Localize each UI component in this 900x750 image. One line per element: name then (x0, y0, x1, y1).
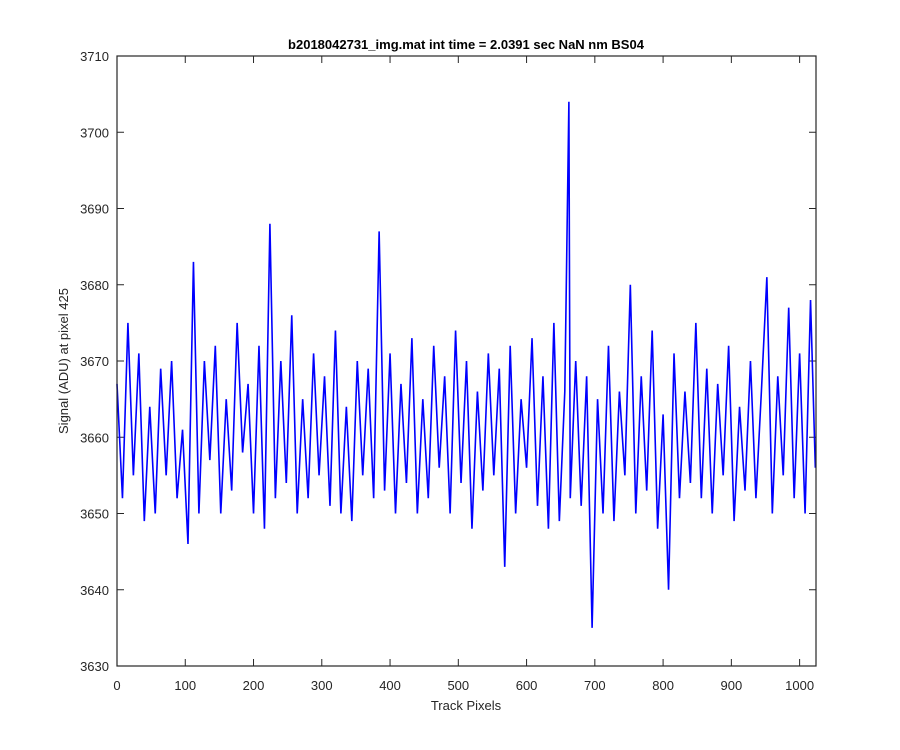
y-tick-label: 3700 (80, 125, 109, 140)
series-layer (116, 101, 817, 628)
x-tick-label: 1000 (785, 678, 814, 693)
x-tick-label: 800 (652, 678, 674, 693)
x-tick-label: 600 (516, 678, 538, 693)
y-tick-label: 3640 (80, 583, 109, 598)
x-tick-label: 700 (584, 678, 606, 693)
x-tick-label: 200 (243, 678, 265, 693)
y-tick-label: 3660 (80, 430, 109, 445)
x-tick-label: 100 (174, 678, 196, 693)
y-tick-label: 3680 (80, 278, 109, 293)
series-line-0 (116, 101, 817, 628)
x-axis-label: Track Pixels (431, 698, 502, 713)
y-tick-label: 3670 (80, 354, 109, 369)
y-tick-label: 3710 (80, 49, 109, 64)
x-tick-label: 400 (379, 678, 401, 693)
y-tick-label: 3650 (80, 507, 109, 522)
y-tick-label: 3630 (80, 659, 109, 674)
x-tick-label: 900 (721, 678, 743, 693)
x-tick-label: 0 (113, 678, 120, 693)
chart-title: b2018042731_img.mat int time = 2.0391 se… (288, 37, 645, 52)
x-tick-label: 300 (311, 678, 333, 693)
ticks-layer: 0 100 200 300 400 500 600 700 800 900 1000 3630 3640… (80, 49, 816, 693)
y-tick-label: 3690 (80, 202, 109, 217)
x-tick-label: 500 (447, 678, 469, 693)
plot-box (116, 55, 817, 667)
y-axis-label: Signal (ADU) at pixel 425 (56, 288, 71, 434)
